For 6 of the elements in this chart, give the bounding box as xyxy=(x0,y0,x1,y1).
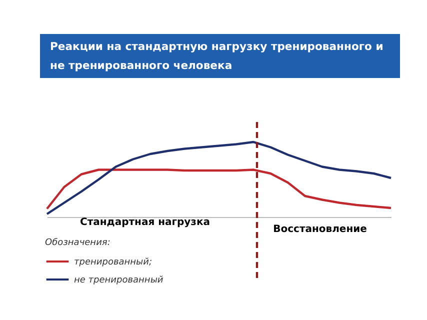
chart-title: Реакции на стандартную нагрузку тренированного и не тренированного человека xyxy=(50,40,384,72)
legend-label: не тренированный xyxy=(74,276,164,286)
text: Восстановление xyxy=(273,224,368,235)
annotation: Стандартная нагрузка xyxy=(80,217,210,228)
legend-label: тренированный; xyxy=(74,258,152,268)
legend-title: Обозначения: xyxy=(45,238,110,248)
